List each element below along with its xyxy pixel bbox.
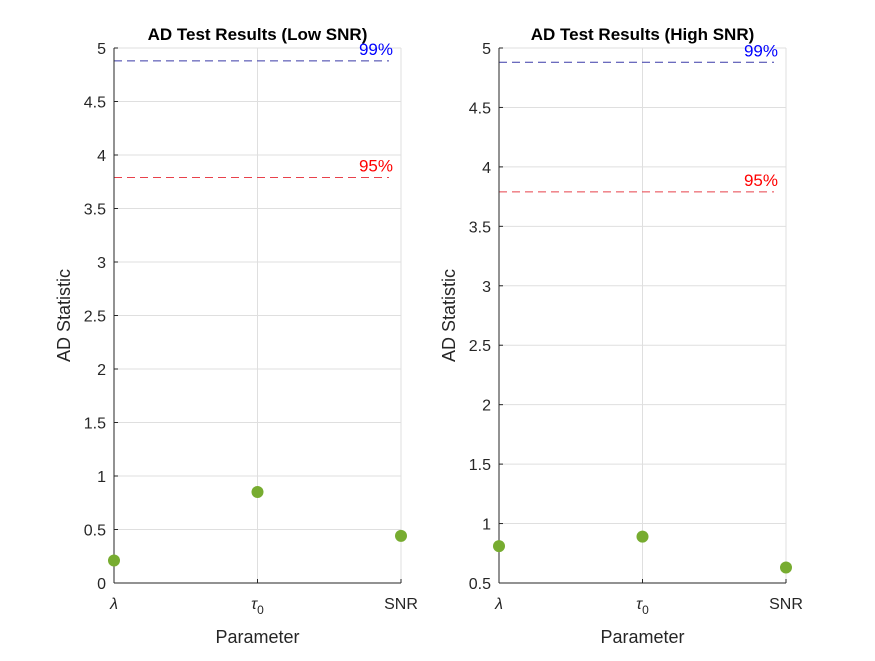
y-tick-label: 0.5 bbox=[469, 576, 491, 593]
y-tick-label: 2.5 bbox=[469, 338, 491, 355]
y-tick-label: 3 bbox=[482, 279, 491, 296]
y-tick-label: 4 bbox=[482, 160, 491, 177]
data-point bbox=[493, 540, 505, 553]
y-tick-label: 1.5 bbox=[469, 457, 491, 474]
data-point bbox=[395, 529, 407, 542]
reference-label: 95% bbox=[744, 171, 778, 190]
y-tick-label: 1 bbox=[97, 469, 106, 486]
x-axis-label: Parameter bbox=[600, 627, 684, 647]
y-tick-label: 4 bbox=[97, 148, 106, 165]
subplot-2: 95% 99% 0.5 1 1.5 2 2.5 3 3.5 4 4.5 5 λ τ0 SNR AD Test … bbox=[439, 25, 803, 647]
x-tick-label: τ0 bbox=[636, 596, 649, 617]
x-tick-label: λ bbox=[109, 596, 118, 613]
y-tick-label: 0 bbox=[97, 576, 106, 593]
y-tick-label: 3.5 bbox=[84, 202, 106, 219]
y-tick-label: 4.5 bbox=[84, 95, 106, 112]
reference-label: 99% bbox=[744, 41, 778, 60]
data-point bbox=[780, 561, 792, 574]
reference-label: 99% bbox=[359, 40, 393, 59]
data-point bbox=[636, 530, 649, 543]
reference-label: 95% bbox=[359, 156, 393, 175]
y-axis-label: AD Statistic bbox=[54, 269, 74, 362]
y-tick-label: 2.5 bbox=[84, 309, 106, 326]
y-tick-label: 5 bbox=[97, 41, 106, 58]
y-tick-label: 0.5 bbox=[84, 523, 106, 540]
chart-title: AD Test Results (Low SNR) bbox=[148, 25, 368, 44]
x-tick-label: τ0 bbox=[251, 596, 264, 617]
y-tick-label: 2 bbox=[97, 362, 106, 379]
y-axis-label: AD Statistic bbox=[439, 269, 459, 362]
y-tick-label: 2 bbox=[482, 398, 491, 415]
y-tick-label: 3 bbox=[97, 255, 106, 272]
y-tick-label: 3.5 bbox=[469, 219, 491, 236]
data-point bbox=[251, 486, 264, 499]
x-tick-label: SNR bbox=[384, 596, 418, 613]
subplot-1: 95% 99% 0 0.5 1 1.5 2 2.5 3 3.5 4 4.5 5 λ τ0 SNR AD Test… bbox=[54, 25, 418, 647]
x-tick-label: SNR bbox=[769, 596, 803, 613]
y-tick-label: 1 bbox=[482, 517, 491, 534]
x-axis-label: Parameter bbox=[215, 627, 299, 647]
y-tick-label: 5 bbox=[482, 41, 491, 58]
y-tick-label: 1.5 bbox=[84, 416, 106, 433]
x-tick-label: λ bbox=[494, 596, 503, 613]
y-tick-label: 4.5 bbox=[469, 100, 491, 117]
data-point bbox=[108, 554, 120, 567]
chart-title: AD Test Results (High SNR) bbox=[531, 25, 755, 44]
